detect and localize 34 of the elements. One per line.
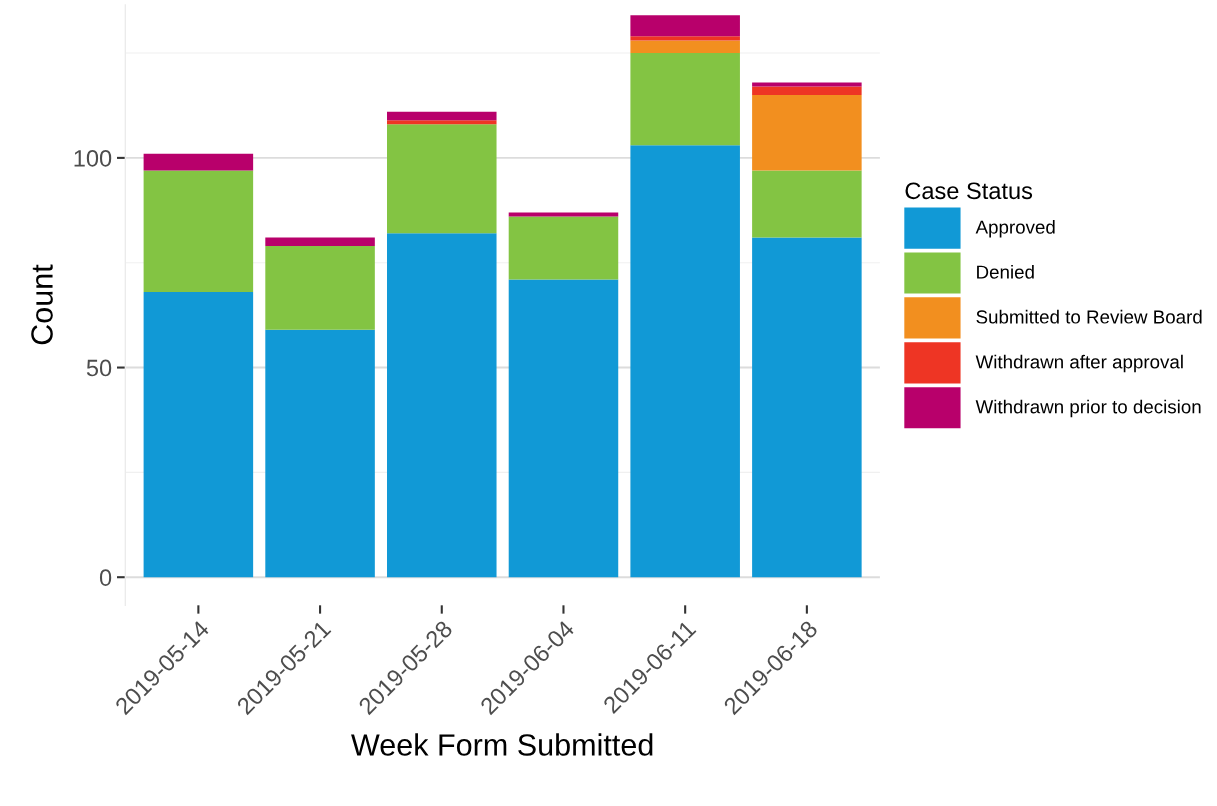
bar bbox=[752, 237, 862, 578]
bar bbox=[752, 170, 862, 238]
bar bbox=[143, 153, 254, 171]
bar bbox=[265, 329, 375, 578]
bar bbox=[508, 279, 619, 578]
bar bbox=[143, 170, 254, 293]
bar bbox=[265, 245, 375, 330]
bar bbox=[143, 292, 254, 578]
legend-label: Withdrawn prior to decision bbox=[975, 399, 1201, 418]
legend-label: Withdrawn after approval bbox=[975, 354, 1183, 373]
bar bbox=[752, 82, 862, 87]
bar bbox=[387, 233, 497, 578]
x-axis-title: Week Form Submitted bbox=[351, 733, 653, 756]
bar bbox=[752, 94, 862, 171]
bar bbox=[265, 237, 375, 246]
legend-title: Case Status bbox=[905, 182, 1033, 200]
legend-label: Approved bbox=[975, 220, 1055, 238]
bar bbox=[387, 124, 497, 234]
bar bbox=[630, 40, 740, 54]
bar bbox=[387, 111, 497, 121]
y-tick-label: 50 bbox=[86, 359, 112, 377]
legend-label: Denied bbox=[977, 264, 1034, 279]
legend-label: Submitted to Review Board bbox=[976, 309, 1202, 324]
y-tick-label: 0 bbox=[99, 569, 112, 586]
bar bbox=[630, 36, 740, 41]
bar bbox=[630, 145, 740, 578]
bar bbox=[630, 15, 740, 37]
bar bbox=[508, 216, 619, 280]
y-tick-label: 100 bbox=[74, 149, 112, 167]
bar bbox=[508, 212, 619, 217]
bar bbox=[752, 86, 862, 95]
y-axis-title: Count bbox=[31, 264, 53, 345]
bar bbox=[387, 120, 497, 125]
bar bbox=[630, 53, 740, 146]
